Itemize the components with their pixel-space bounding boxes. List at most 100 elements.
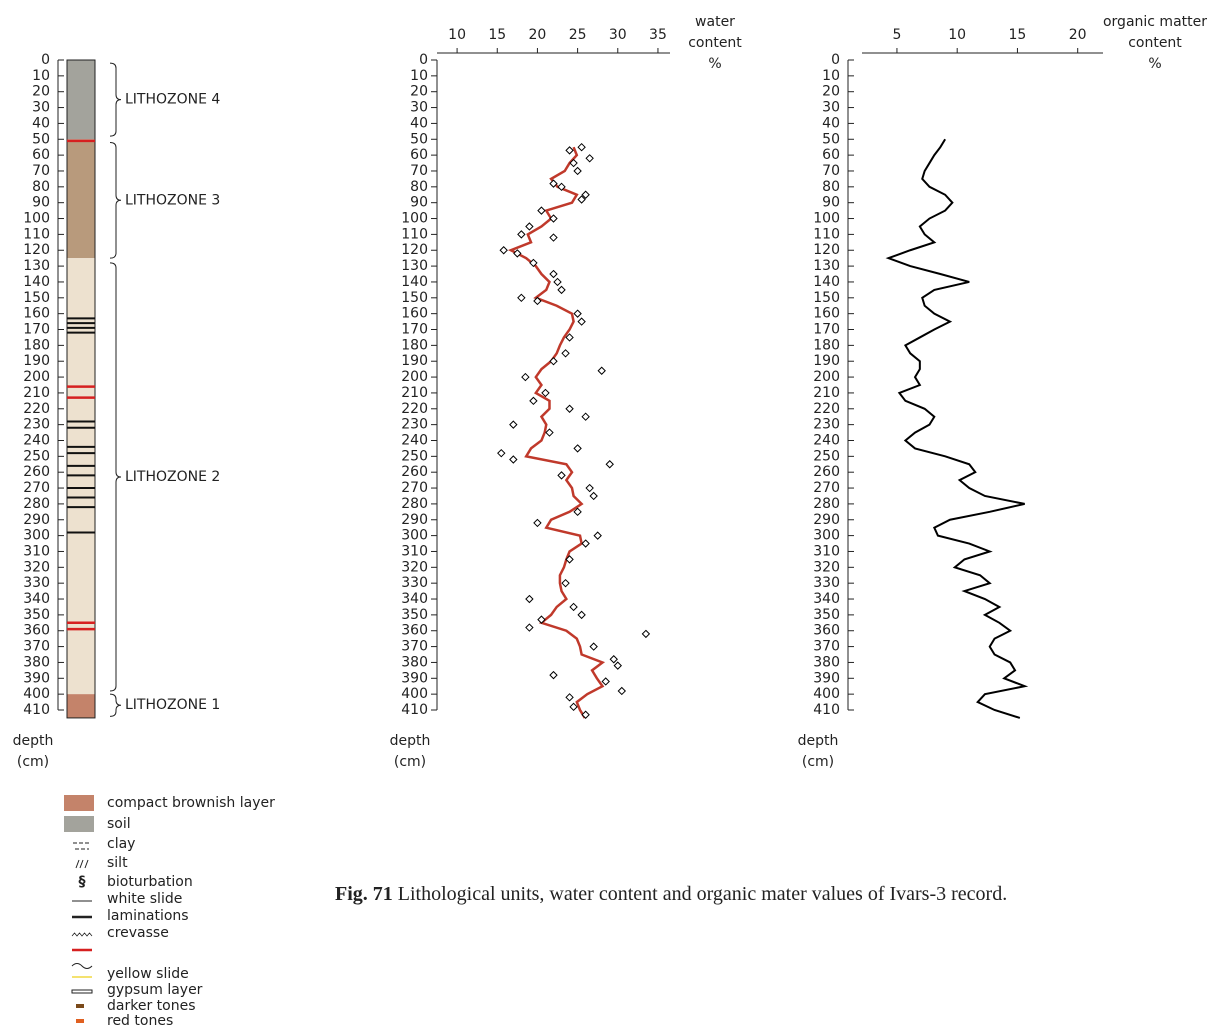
data-point bbox=[533, 518, 542, 528]
zone-label: LITHOZONE 3 bbox=[125, 192, 220, 208]
y-tick-label: 300 bbox=[23, 528, 50, 544]
legend-label: laminations bbox=[107, 908, 189, 924]
data-point bbox=[513, 249, 522, 258]
y-tick-label: 410 bbox=[23, 702, 50, 718]
zone-bracket bbox=[109, 62, 122, 137]
y-tick-label: 170 bbox=[23, 322, 50, 338]
y-tick-label: 70 bbox=[822, 163, 840, 179]
y-tick-label: 200 bbox=[23, 369, 50, 385]
zone-label: LITHOZONE 2 bbox=[125, 469, 220, 485]
y-tick-label: 390 bbox=[813, 670, 840, 686]
data-point bbox=[609, 655, 618, 664]
y-tick-label: 320 bbox=[401, 559, 428, 575]
y-tick-label: 20 bbox=[32, 84, 50, 100]
y-tick-label: 180 bbox=[813, 337, 840, 353]
y-tick-label: 270 bbox=[401, 480, 428, 496]
y-tick-label: 390 bbox=[401, 670, 428, 686]
data-point bbox=[561, 578, 570, 588]
y-tick-label: 280 bbox=[23, 496, 50, 512]
y-tick-label: 80 bbox=[32, 179, 50, 195]
data-point bbox=[549, 214, 558, 223]
y-axis-label: (cm) bbox=[802, 754, 834, 770]
data-point bbox=[577, 195, 586, 204]
y-tick-label: 230 bbox=[401, 417, 428, 433]
data-point bbox=[525, 623, 534, 632]
y-tick-label: 90 bbox=[410, 195, 428, 211]
y-tick-label: 110 bbox=[23, 226, 50, 242]
y-axis-label: depth bbox=[390, 733, 431, 749]
y-tick-label: 250 bbox=[23, 448, 50, 464]
y-tick-label: 350 bbox=[23, 607, 50, 623]
y-tick-label: 340 bbox=[813, 591, 840, 607]
y-tick-label: 100 bbox=[813, 211, 840, 227]
data-line bbox=[507, 146, 606, 719]
data-point bbox=[569, 702, 578, 712]
wavy-symbol bbox=[71, 963, 93, 969]
layer bbox=[67, 60, 95, 140]
y-tick-label: 100 bbox=[401, 211, 428, 227]
zone-label: LITHOZONE 1 bbox=[125, 697, 220, 713]
y-tick-label: 190 bbox=[23, 353, 50, 369]
y-tick-label: 290 bbox=[813, 512, 840, 528]
data-point bbox=[577, 610, 586, 620]
data-point bbox=[525, 222, 534, 231]
data-point bbox=[549, 269, 558, 279]
legend-swatch bbox=[64, 795, 94, 811]
data-point bbox=[509, 420, 518, 429]
y-tick-label: 150 bbox=[23, 290, 50, 306]
y-axis-label: depth bbox=[798, 733, 839, 749]
y-tick-label: 330 bbox=[23, 575, 50, 591]
data-point bbox=[557, 285, 566, 295]
caption-label: Fig. 71 bbox=[335, 883, 393, 905]
data-point bbox=[537, 206, 546, 215]
y-tick-label: 160 bbox=[23, 306, 50, 322]
y-tick-label: 340 bbox=[401, 591, 428, 607]
zone-bracket bbox=[109, 693, 122, 717]
x-axis-label: content bbox=[1128, 35, 1182, 51]
y-tick-label: 60 bbox=[410, 147, 428, 163]
y-tick-label: 270 bbox=[23, 480, 50, 496]
data-point bbox=[557, 182, 566, 192]
y-tick-label: 260 bbox=[813, 464, 840, 480]
caption-text: Lithological units, water content and or… bbox=[397, 883, 1008, 905]
y-tick-label: 150 bbox=[401, 290, 428, 306]
data-point bbox=[593, 531, 602, 540]
y-tick-label: 350 bbox=[401, 607, 428, 623]
data-point bbox=[499, 246, 508, 255]
y-tick-label: 120 bbox=[813, 242, 840, 258]
y-tick-label: 0 bbox=[41, 52, 50, 68]
y-tick-label: 210 bbox=[813, 385, 840, 401]
data-point bbox=[565, 333, 574, 342]
y-tick-label: 200 bbox=[813, 369, 840, 385]
y-tick-label: 240 bbox=[23, 432, 50, 448]
y-tick-label: 300 bbox=[813, 528, 840, 544]
legend-label: compact brownish layer bbox=[107, 795, 275, 811]
data-point bbox=[553, 277, 562, 287]
y-tick-label: 190 bbox=[813, 353, 840, 369]
y-tick-label: 160 bbox=[401, 306, 428, 322]
y-tick-label: 370 bbox=[813, 639, 840, 655]
data-point bbox=[585, 154, 594, 163]
legend-swatch bbox=[76, 1004, 84, 1008]
y-tick-label: 330 bbox=[401, 575, 428, 591]
y-tick-label: 400 bbox=[813, 686, 840, 702]
y-tick-label: 200 bbox=[401, 369, 428, 385]
x-tick-label: 10 bbox=[948, 27, 966, 43]
y-tick-label: 410 bbox=[401, 702, 428, 718]
y-tick-label: 140 bbox=[401, 274, 428, 290]
y-tick-label: 210 bbox=[23, 385, 50, 401]
y-tick-label: 230 bbox=[813, 417, 840, 433]
x-axis-label: % bbox=[1148, 56, 1161, 72]
data-point bbox=[545, 428, 554, 437]
y-tick-label: 290 bbox=[23, 512, 50, 528]
legend-label: gypsum layer bbox=[107, 982, 203, 998]
data-point bbox=[601, 677, 610, 686]
data-point bbox=[517, 293, 526, 303]
data-point bbox=[589, 491, 598, 501]
y-tick-label: 60 bbox=[822, 147, 840, 163]
data-point bbox=[573, 507, 582, 517]
y-tick-label: 250 bbox=[813, 448, 840, 464]
y-tick-label: 290 bbox=[401, 512, 428, 528]
data-point bbox=[565, 693, 574, 702]
